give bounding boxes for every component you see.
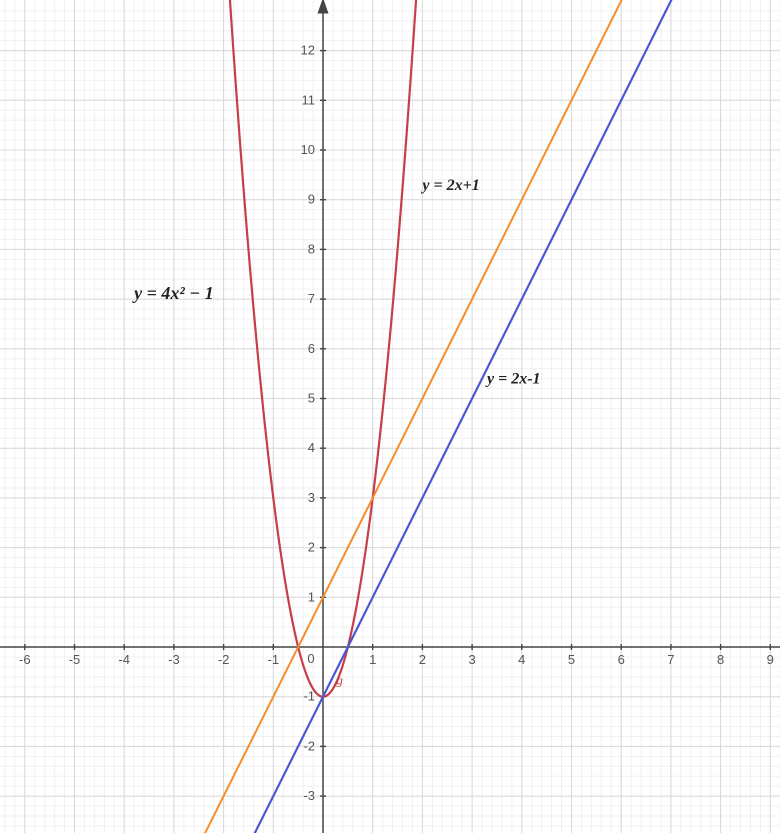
y-tick-label: 5 [308, 391, 315, 406]
x-tick-label: 4 [518, 652, 525, 667]
x-tick-label: 3 [468, 652, 475, 667]
x-tick-label: 1 [369, 652, 376, 667]
y-tick-label: 10 [301, 142, 315, 157]
x-tick-label: 8 [717, 652, 724, 667]
y-tick-label: 3 [308, 490, 315, 505]
y-tick-label: 2 [308, 540, 315, 555]
y-tick-label: 12 [301, 43, 315, 58]
chart-svg: -6-5-4-3-2-1123456789-3-2-11234567891011… [0, 0, 780, 833]
x-tick-label: 9 [767, 652, 774, 667]
y-tick-label: 8 [308, 241, 315, 256]
y-tick-label: 4 [308, 440, 315, 455]
function-graph: -6-5-4-3-2-1123456789-3-2-11234567891011… [0, 0, 780, 833]
y-tick-label: 1 [308, 589, 315, 604]
x-tick-label: -5 [69, 652, 81, 667]
label-line_minus1: y = 2x-1 [485, 371, 541, 388]
x-tick-label: 6 [618, 652, 625, 667]
small-g-label: g [336, 672, 343, 687]
x-tick-label: 7 [667, 652, 674, 667]
y-tick-label: 7 [308, 291, 315, 306]
x-tick-label: -6 [19, 652, 31, 667]
origin-label: 0 [307, 651, 314, 666]
y-tick-label: 6 [308, 341, 315, 356]
label-parabola: y = 4x² − 1 [132, 283, 214, 303]
y-tick-label: -3 [303, 788, 315, 803]
chart-background [0, 0, 780, 833]
x-tick-label: 2 [419, 652, 426, 667]
label-line_plus1: y = 2x+1 [420, 177, 479, 194]
x-tick-label: -4 [118, 652, 130, 667]
y-tick-label: 11 [302, 92, 316, 107]
x-tick-label: 5 [568, 652, 575, 667]
x-tick-label: -2 [218, 652, 230, 667]
y-tick-label: 9 [308, 192, 315, 207]
x-tick-label: -1 [268, 652, 280, 667]
x-tick-label: -3 [168, 652, 180, 667]
y-tick-label: -2 [303, 738, 315, 753]
